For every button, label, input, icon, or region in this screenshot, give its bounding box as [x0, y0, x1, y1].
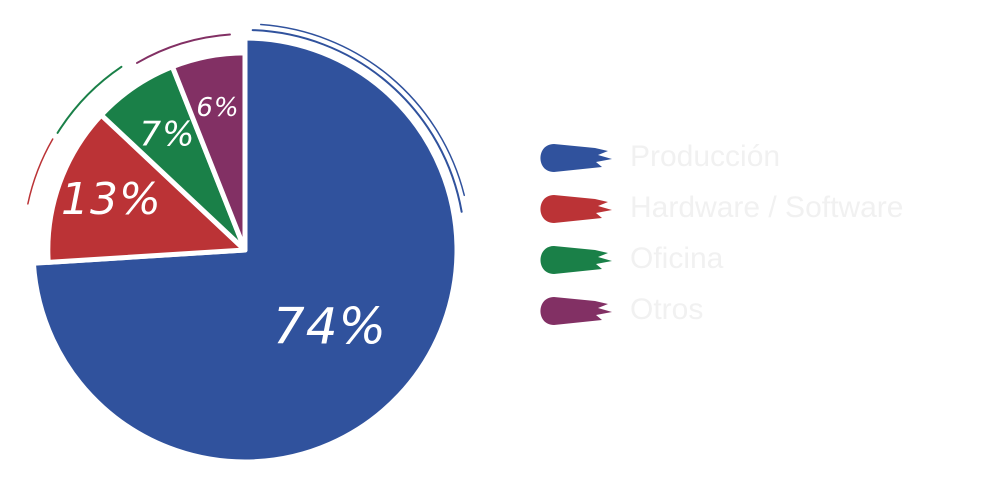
legend-item: Producción: [540, 140, 780, 173]
slice-label: 7%: [139, 114, 195, 154]
legend-label: Otros: [630, 293, 703, 326]
sketch-arc: [27, 138, 54, 205]
legend-label: Oficina: [630, 242, 724, 275]
slice-label: 6%: [196, 93, 239, 123]
legend-label: Hardware / Software: [630, 191, 903, 224]
slice-label: 13%: [61, 174, 162, 225]
legend-item: Oficina: [540, 242, 724, 275]
sketch-arc: [136, 33, 231, 64]
sketch-arc: [251, 29, 463, 213]
legend: Producción Hardware / Software Oficina Otro…: [540, 140, 903, 326]
legend-label: Producción: [630, 140, 780, 173]
pie-group: 74% 13% 7%6%: [27, 23, 466, 465]
legend-swatch: [540, 195, 612, 223]
legend-item: Otros: [540, 293, 703, 326]
legend-swatch: [540, 246, 612, 274]
slice-label: 74%: [273, 297, 387, 355]
pie-slice: [45, 112, 248, 265]
sketch-arc: [260, 23, 466, 197]
legend-swatch: [540, 144, 612, 172]
pie-slice: [169, 50, 248, 253]
sketch-arc: [56, 65, 123, 134]
legend-item: Hardware / Software: [540, 191, 903, 224]
legend-swatch: [540, 297, 612, 325]
